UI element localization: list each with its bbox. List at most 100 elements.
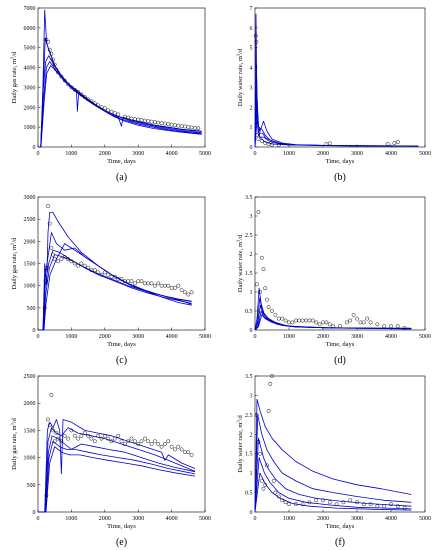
y-tick-label: 2.5 [245,233,253,239]
observed-point [176,123,181,128]
x-tick-label: 2000 [317,334,329,340]
observed-point [344,320,349,325]
simulated-series-line-3 [38,249,192,331]
observed-point [395,324,400,329]
observed-point [196,126,201,131]
observed-point [72,433,77,438]
observed-point [69,85,74,90]
observed-point [169,285,174,290]
observed-point [172,123,177,128]
simulated-series-line-4 [254,310,412,331]
observed-point [254,412,259,417]
x-tick-label: 5000 [199,516,211,522]
x-axis-label: Time, days [107,523,136,530]
y-tick-label: 4000 [24,66,36,72]
plot-frame [37,196,206,331]
panel-label: (f) [335,537,345,548]
observed-point [136,442,141,446]
observed-point [189,125,194,130]
observed-point [268,381,273,386]
observed-point [96,433,101,438]
simulated-series-line-1 [254,13,419,148]
observed-point [126,279,131,284]
panel-label: (a) [116,172,127,183]
observed-point [46,39,50,44]
observed-point [52,439,57,444]
x-tick-label: 3000 [351,516,363,522]
observed-point [176,444,181,449]
observed-point [156,442,161,446]
x-tick-label: 2000 [99,334,111,340]
observed-point [51,428,55,433]
y-tick-label: 6 [250,26,253,32]
observed-point [112,274,117,279]
x-tick-label: 1000 [283,516,295,522]
y-tick-label: 7000 [24,6,36,12]
observed-point [290,320,295,325]
x-tick-label: 4000 [166,151,178,157]
y-tick-label: 0 [250,145,253,151]
observed-point [348,318,353,323]
observed-point [314,320,319,325]
observed-point [92,439,97,444]
x-tick-label: 5000 [419,151,431,157]
y-tick-label: 3.5 [245,195,253,201]
simulated-series-line-4 [254,457,412,513]
observed-point [321,498,325,503]
y-axis-label: Daily water rate, m3/d [236,48,245,106]
observed-point [259,139,264,143]
observed-point [89,436,94,441]
observed-point [270,374,274,378]
observed-point [119,277,124,281]
observed-point [256,440,261,445]
observed-point [263,482,268,487]
observed-point [263,141,268,145]
y-tick-label: 3.5 [245,374,253,380]
y-tick-label: 500 [27,306,36,312]
observed-point [327,141,332,146]
simulated-series-line-4 [38,61,202,148]
observed-point [142,118,147,123]
observed-point [79,92,84,97]
observed-point [49,51,54,56]
observed-point [355,316,359,321]
observed-point [146,439,151,444]
observed-point [258,451,263,456]
observed-point [76,89,81,94]
y-tick-label: 1000 [24,284,36,290]
observed-point [152,283,157,288]
x-tick-label: 0 [37,151,40,157]
observed-point [271,478,276,483]
plot-frame [254,196,426,331]
observed-point [402,326,407,331]
x-tick-label: 3000 [132,151,144,157]
y-tick-label: 2000 [24,239,36,245]
x-tick-label: 4000 [385,516,397,522]
x-tick-label: 2000 [99,151,111,157]
observed-point [106,436,111,441]
observed-point [62,433,67,438]
x-tick-label: 3000 [351,334,363,340]
observed-point [136,117,141,122]
x-tick-label: 3000 [351,151,363,157]
observed-point [47,221,52,226]
observed-point [358,320,363,325]
simulated-series-line-2 [254,63,419,148]
x-axis-label: Time, days [326,341,355,348]
observed-point [66,436,71,441]
observed-point [86,265,91,270]
y-tick-label: 1 [250,290,253,296]
observed-point [300,502,305,507]
observed-point [152,439,157,444]
observed-point [266,409,271,413]
y-tick-label: 0 [33,510,36,516]
observed-point [172,447,177,452]
observed-point [92,101,97,106]
observed-point [49,393,54,397]
x-tick-label: 3000 [132,334,144,340]
observed-point [139,439,144,444]
observed-point [264,297,269,302]
y-tick-label: 1 [250,125,253,131]
simulated-series-line-3 [254,87,419,148]
observed-point [159,444,164,449]
